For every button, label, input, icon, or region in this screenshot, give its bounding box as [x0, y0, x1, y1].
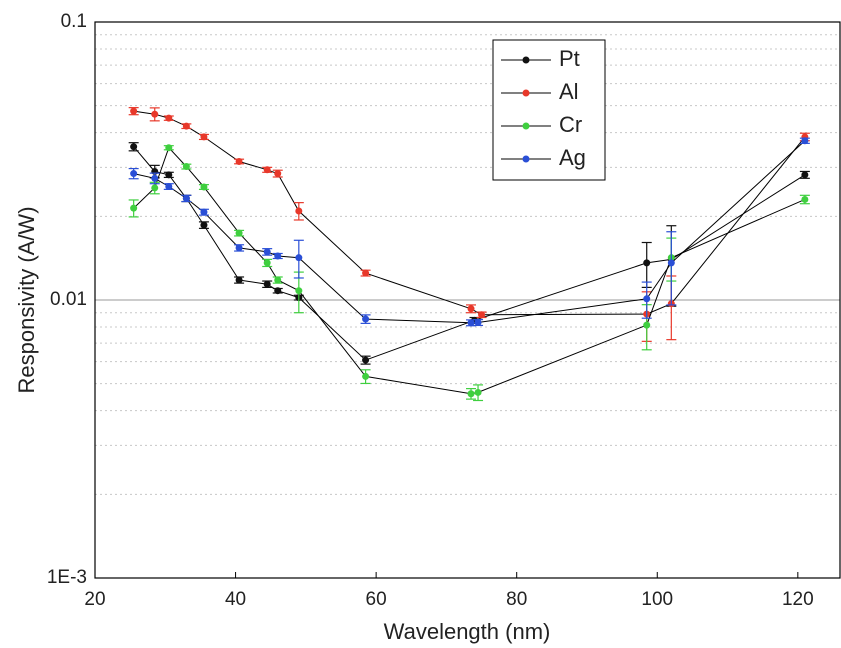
- point: [235, 229, 243, 237]
- point: [467, 305, 475, 313]
- point: [478, 311, 486, 319]
- point: [130, 204, 138, 212]
- legend-marker: [522, 155, 530, 163]
- x-tick-label: 60: [366, 589, 387, 610]
- point: [165, 144, 173, 152]
- series-line: [133, 140, 806, 324]
- point: [165, 183, 173, 191]
- point: [235, 157, 243, 165]
- point: [667, 259, 675, 267]
- legend-marker: [522, 122, 530, 130]
- point: [200, 221, 208, 229]
- legend-label: Cr: [559, 112, 582, 137]
- point: [643, 295, 651, 303]
- point: [801, 195, 809, 203]
- point: [263, 166, 271, 174]
- x-tick-label: 120: [782, 589, 814, 610]
- point: [474, 318, 482, 326]
- y-tick-label: 1E-3: [47, 567, 87, 588]
- point: [362, 315, 370, 323]
- point: [263, 248, 271, 256]
- point: [165, 171, 173, 179]
- point: [200, 133, 208, 141]
- point: [274, 252, 282, 260]
- point: [130, 107, 138, 115]
- point: [151, 110, 159, 118]
- point: [474, 388, 482, 396]
- point: [274, 287, 282, 295]
- point: [235, 276, 243, 284]
- x-tick-label: 100: [641, 589, 673, 610]
- point: [362, 356, 370, 364]
- point: [295, 287, 303, 295]
- y-axis-title: Responsivity (A/W): [14, 206, 39, 393]
- legend-label: Al: [559, 79, 579, 104]
- x-tick-label: 80: [506, 589, 527, 610]
- series-line: [133, 110, 806, 316]
- legend-marker: [522, 89, 530, 97]
- x-tick-label: 20: [84, 589, 105, 610]
- series-line: [133, 146, 806, 395]
- point: [151, 184, 159, 192]
- point: [295, 254, 303, 262]
- point: [130, 170, 138, 178]
- point: [467, 390, 475, 398]
- point: [200, 208, 208, 216]
- y-tick-label: 0.1: [61, 11, 87, 32]
- point: [263, 280, 271, 288]
- point: [362, 372, 370, 380]
- point: [643, 259, 651, 267]
- point: [182, 194, 190, 202]
- x-axis-title: Wavelength (nm): [384, 619, 551, 644]
- point: [182, 163, 190, 171]
- point: [643, 321, 651, 329]
- legend-box: [492, 39, 606, 181]
- point: [130, 143, 138, 151]
- plot-frame: [94, 21, 841, 579]
- x-tick-label: 40: [225, 589, 246, 610]
- point: [801, 137, 809, 145]
- point: [263, 259, 271, 267]
- point: [182, 122, 190, 130]
- point: [235, 244, 243, 252]
- point: [274, 276, 282, 284]
- point: [200, 183, 208, 191]
- legend-marker: [522, 56, 530, 64]
- series-line: [133, 146, 806, 361]
- legend-label: Ag: [559, 145, 586, 170]
- point: [467, 319, 475, 327]
- point: [801, 171, 809, 179]
- point: [362, 269, 370, 277]
- point: [165, 114, 173, 122]
- y-tick-label: 0.01: [50, 289, 87, 310]
- point: [295, 207, 303, 215]
- point: [151, 174, 159, 182]
- point: [274, 170, 282, 178]
- error-bar: [666, 231, 677, 306]
- legend-label: Pt: [559, 46, 580, 71]
